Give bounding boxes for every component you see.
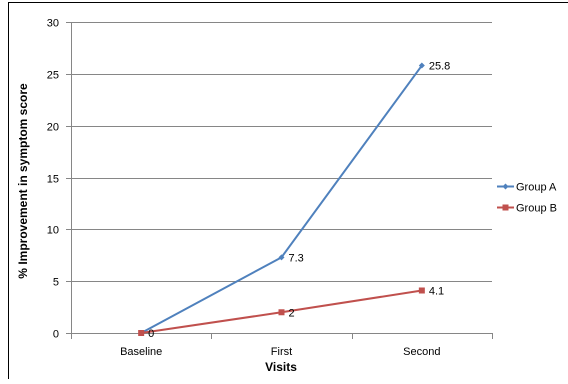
x-tick-label: First: [271, 346, 292, 358]
y-tick-label: 20: [47, 122, 59, 134]
chart-border: [9, 3, 568, 380]
y-tick-label: 0: [53, 329, 59, 341]
x-tick-label: Baseline: [120, 346, 162, 358]
y-tick-label: 5: [53, 277, 59, 289]
y-tick-label: 25: [47, 70, 59, 82]
data-labels: 7.3 25.8 0 2 4.1: [148, 61, 450, 340]
y-axis-label: % Improvement in symptom score: [16, 83, 30, 279]
legend-marker: [503, 184, 509, 190]
data-point: [279, 309, 285, 315]
data-point: [419, 287, 425, 293]
y-tick-label: 15: [47, 174, 59, 186]
series-layer: [138, 63, 425, 336]
series-line-group-a: [141, 66, 422, 333]
data-label: 7.3: [289, 252, 304, 264]
data-label: 0: [148, 328, 154, 340]
data-label: 4.1: [429, 285, 444, 297]
y-tick-label: 30: [47, 18, 59, 30]
legend-label: Group A: [516, 182, 557, 194]
data-label: 25.8: [429, 61, 450, 73]
x-tick-label: Second: [403, 346, 440, 358]
legend-label: Group B: [516, 203, 557, 215]
data-point: [138, 330, 144, 336]
legend: Group A Group B: [497, 182, 557, 215]
data-label: 2: [289, 307, 295, 319]
y-tick-label: 10: [47, 225, 59, 237]
x-axis-label: Visits: [265, 360, 297, 374]
legend-marker: [503, 205, 509, 211]
